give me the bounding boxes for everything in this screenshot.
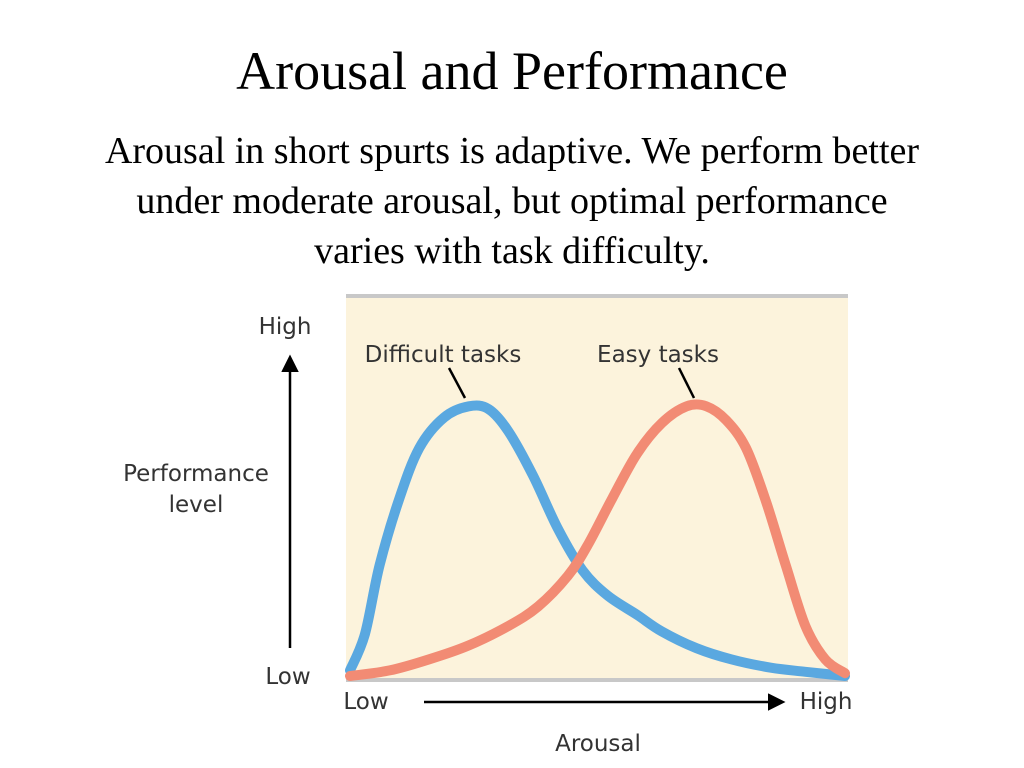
subtitle-line-3: varies with task difficulty.	[314, 230, 710, 272]
slide-subtitle: Arousal in short spurts is adaptive. We …	[20, 126, 1004, 276]
subtitle-line-2: under moderate arousal, but optimal perf…	[136, 180, 888, 222]
difficult-tasks-curve	[345, 400, 850, 681]
easy-tasks-leader	[677, 367, 696, 399]
y-axis-low-label: Low	[265, 664, 310, 690]
difficult-tasks-leader	[447, 367, 467, 399]
x-axis-high-label: High	[800, 689, 853, 715]
y-axis-title-line-2: level	[169, 492, 224, 518]
subtitle-line-1: Arousal in short spurts is adaptive. We …	[104, 130, 920, 172]
easy-tasks-curve	[345, 399, 850, 681]
y-axis-title-line-1: Performance	[123, 461, 269, 487]
easy-tasks-label: Easy tasks	[597, 342, 719, 368]
slide-title: Arousal and Performance	[236, 41, 788, 101]
y-axis-high-label: High	[259, 314, 312, 340]
x-axis-title: Arousal	[555, 731, 641, 757]
x-axis-low-label: Low	[343, 689, 388, 715]
difficult-tasks-label: Difficult tasks	[365, 342, 522, 368]
